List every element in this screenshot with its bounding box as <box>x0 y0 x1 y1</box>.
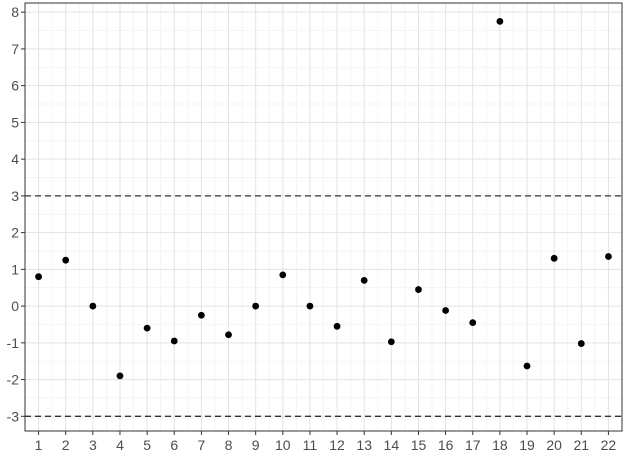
x-tick-label: 8 <box>225 437 233 453</box>
x-tick-label: 10 <box>275 437 291 453</box>
y-tick-label: -1 <box>7 335 20 351</box>
x-tick-label: 15 <box>411 437 427 453</box>
y-tick-label: 7 <box>11 41 19 57</box>
x-tick-label: 16 <box>438 437 454 453</box>
data-point <box>116 372 124 380</box>
data-point <box>197 311 205 319</box>
data-point <box>170 337 178 345</box>
y-tick-label: -3 <box>7 408 20 424</box>
x-tick-label: 9 <box>252 437 260 453</box>
y-tick-label: 2 <box>11 225 19 241</box>
x-tick-label: 19 <box>519 437 535 453</box>
data-point <box>415 286 422 293</box>
grid <box>25 3 622 431</box>
data-point <box>469 319 477 327</box>
y-tick-label: 4 <box>11 151 19 167</box>
x-tick-label: 1 <box>35 437 43 453</box>
data-point <box>605 253 612 260</box>
data-point <box>360 276 368 284</box>
x-tick-label: 5 <box>143 437 151 453</box>
plot-panel-border <box>24 2 623 432</box>
x-axis: 1 2 3 4 5 6 7 8 9 10 11 12 13 14 15 16 17 18 19 20 21 22 <box>35 431 617 453</box>
y-tick-label: 6 <box>11 78 19 94</box>
x-tick-label: 7 <box>197 437 205 453</box>
data-point <box>35 273 42 281</box>
x-tick-label: 20 <box>546 437 562 453</box>
data-point <box>279 271 287 279</box>
data-point <box>89 302 97 310</box>
y-tick-label: 1 <box>11 261 19 277</box>
x-tick-label: 4 <box>116 437 124 453</box>
data-point <box>252 302 260 310</box>
data-point <box>143 324 151 332</box>
data-point <box>333 322 341 330</box>
data-point <box>387 338 395 346</box>
x-tick-label: 21 <box>574 437 590 453</box>
data-point <box>62 256 70 264</box>
data-point <box>550 254 558 262</box>
x-tick-label: 6 <box>170 437 178 453</box>
x-tick-label: 22 <box>601 437 617 453</box>
x-tick-label: 3 <box>89 437 97 453</box>
data-point <box>442 307 450 314</box>
x-tick-label: 18 <box>492 437 508 453</box>
data-point <box>523 362 531 370</box>
x-tick-label: 17 <box>465 437 481 453</box>
x-tick-label: 12 <box>329 437 345 453</box>
x-tick-label: 14 <box>384 437 400 453</box>
y-tick-label: 8 <box>11 4 19 20</box>
x-tick-label: 11 <box>303 437 318 453</box>
y-tick-label: 0 <box>11 298 19 314</box>
y-tick-label: -2 <box>7 372 20 388</box>
x-tick-label: 2 <box>62 437 70 453</box>
y-tick-label: 5 <box>11 114 19 130</box>
data-point <box>577 340 585 347</box>
y-tick-label: 3 <box>11 188 19 204</box>
data-point <box>225 331 232 339</box>
data-points <box>35 17 612 380</box>
y-axis: -3 -2 -1 0 1 2 3 4 5 6 7 8 <box>7 4 25 424</box>
data-point <box>306 302 314 310</box>
x-tick-label: 13 <box>356 437 372 453</box>
data-point <box>496 17 504 25</box>
